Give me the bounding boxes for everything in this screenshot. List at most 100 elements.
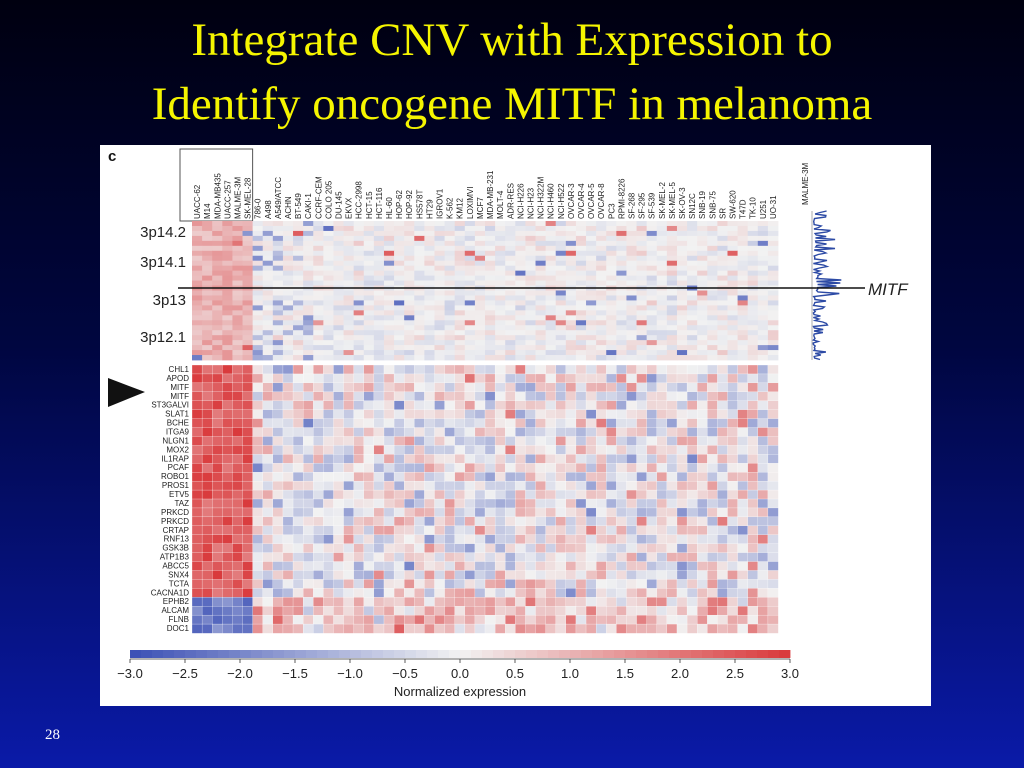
expression-cell <box>454 445 466 455</box>
expression-cell <box>212 525 223 536</box>
cnv-cell <box>313 221 324 227</box>
expression-cell <box>737 400 749 411</box>
expression-cell <box>666 623 678 634</box>
cnv-cell <box>414 221 425 227</box>
expression-cell <box>404 373 415 384</box>
cnv-cell <box>474 290 486 296</box>
cnv-cell <box>606 345 617 351</box>
expression-cell <box>666 364 678 375</box>
cnv-cell <box>687 255 698 262</box>
expression-cell <box>282 525 294 536</box>
cnv-cell <box>363 330 375 336</box>
expression-cell <box>212 373 223 384</box>
cnv-cell <box>606 290 617 296</box>
cnv-cell <box>474 250 486 257</box>
cnv-cell <box>424 350 435 356</box>
colorbar-segment <box>394 650 406 658</box>
expression-cell <box>616 418 627 429</box>
expression-cell <box>727 570 739 580</box>
expression-cell <box>707 480 718 491</box>
cnv-cell <box>434 330 445 336</box>
expression-cell <box>383 498 395 509</box>
cnv-cell <box>343 250 355 257</box>
expression-cell <box>343 579 355 589</box>
cnv-cell <box>737 330 749 336</box>
expression-cell <box>595 373 607 384</box>
cnv-cell <box>373 325 385 331</box>
gene-label: GSK3B <box>162 544 189 553</box>
cnv-cell <box>353 355 365 361</box>
cnv-cell <box>646 340 658 346</box>
expression-cell <box>474 516 486 527</box>
expression-cell <box>252 623 264 634</box>
expression-cell <box>434 400 446 411</box>
cnv-cell <box>222 225 233 232</box>
expression-cell <box>595 561 607 572</box>
cnv-cell <box>363 260 375 267</box>
cnv-cell <box>606 300 617 306</box>
cnv-cell <box>282 345 294 351</box>
cnv-cell <box>282 280 294 286</box>
cnv-cell <box>565 280 577 286</box>
cnv-cell <box>727 290 738 296</box>
cnv-cell <box>424 305 435 311</box>
expression-cell <box>363 391 375 402</box>
expression-cell <box>565 534 577 545</box>
cnv-cell <box>202 315 213 321</box>
cnv-cell <box>747 250 759 257</box>
cnv-cell <box>474 230 486 237</box>
expression-cell <box>323 409 334 420</box>
cnv-cell <box>394 255 405 262</box>
expression-cell <box>474 614 486 625</box>
expression-cell <box>525 623 537 634</box>
cnv-cell <box>313 340 324 346</box>
cnv-cell <box>747 290 759 296</box>
expression-cell <box>697 498 708 509</box>
expression-cell <box>595 597 607 607</box>
colorbar-segment <box>537 650 549 658</box>
expression-cell <box>383 614 395 625</box>
cnv-cell <box>596 335 607 341</box>
cnv-cell <box>747 221 759 227</box>
expression-cell <box>747 445 759 455</box>
cnv-cell <box>444 270 456 277</box>
cnv-cell <box>353 350 365 356</box>
cnv-cell <box>545 221 557 227</box>
expression-cell <box>606 463 617 473</box>
expression-cell <box>252 588 264 598</box>
cnv-cell <box>454 350 466 356</box>
cnv-cell <box>313 310 324 316</box>
expression-cell <box>353 427 365 438</box>
expression-cell <box>464 472 476 482</box>
expression-cell <box>201 525 213 536</box>
expression-cell <box>404 418 415 429</box>
cnv-cell <box>313 345 324 351</box>
cnv-cell <box>535 255 547 262</box>
cnv-cell <box>222 240 233 247</box>
cnv-cell <box>616 345 627 351</box>
expression-cell <box>363 472 375 482</box>
cnv-cell <box>687 335 698 341</box>
expression-cell <box>606 436 617 446</box>
gene-label: RNF13 <box>164 535 190 544</box>
expression-cell <box>262 391 274 402</box>
cnv-cell <box>505 350 516 356</box>
expression-cell <box>575 507 587 518</box>
expression-cell <box>343 623 355 634</box>
cnv-cell <box>434 275 445 281</box>
expression-cell <box>626 614 638 625</box>
cnv-cell <box>303 300 314 306</box>
cnv-cell <box>626 221 637 227</box>
cnv-cell <box>495 235 506 242</box>
cnv-cell <box>353 280 365 286</box>
expression-cell <box>333 445 345 455</box>
expression-cell <box>697 454 708 464</box>
cnv-cell <box>293 240 304 247</box>
expression-cell <box>212 427 223 438</box>
cnv-cell <box>606 305 617 311</box>
expression-cell <box>444 597 456 607</box>
expression-cell <box>484 454 496 464</box>
cnv-cell <box>202 230 213 237</box>
expression-cell <box>484 570 496 580</box>
cnv-cell <box>616 250 627 257</box>
